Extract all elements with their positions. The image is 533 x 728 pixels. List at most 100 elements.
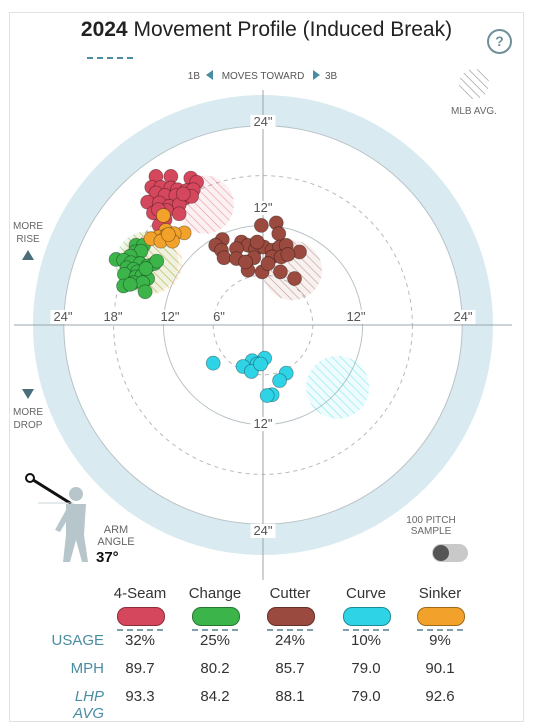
table-cell: 92.6 — [425, 688, 455, 705]
table-cell: 10% — [350, 632, 382, 649]
ring-label-top-24: 24" — [253, 114, 272, 129]
pitch-point-cutter[interactable] — [273, 264, 288, 280]
direction-right-arrow-icon — [313, 70, 320, 80]
pitch-point-sinker[interactable] — [160, 227, 176, 242]
pitch-point-cutter[interactable] — [260, 256, 276, 271]
arm-angle-line — [28, 476, 72, 505]
table-cell: 90.1 — [425, 660, 455, 677]
legend-swatch-change[interactable] — [192, 607, 240, 626]
legend-underline-4-seam — [117, 629, 163, 631]
direction-left-label: 1B — [188, 71, 201, 82]
ring-label-6-bg — [210, 310, 228, 324]
ring-label-6: 6" — [213, 309, 225, 324]
table-cell: 79.0 — [351, 688, 381, 705]
more-drop-label-2: DROP — [14, 420, 43, 431]
pitch-point-curve[interactable] — [272, 373, 288, 389]
year-underline[interactable] — [87, 57, 133, 59]
ring-label-right-12-bg — [343, 310, 369, 324]
drop-arrow-icon — [22, 389, 34, 399]
legend-swatch-sinker[interactable] — [417, 607, 465, 626]
pitch-point-change[interactable] — [138, 261, 154, 276]
pitch-point-sinker[interactable] — [155, 208, 171, 223]
legend-name-change[interactable]: Change — [188, 585, 242, 602]
ring-label-bottom-12: 12" — [253, 416, 272, 431]
pitch-point-cutter[interactable] — [280, 247, 296, 262]
legend-underline-curve — [343, 629, 389, 631]
ring-label-left-24: 24" — [53, 309, 72, 324]
more-rise-label-1: MORE — [13, 221, 43, 232]
direction-right-label: 3B — [325, 71, 338, 82]
legend-name-sinker[interactable]: Sinker — [418, 585, 462, 602]
legend-swatch-cutter[interactable] — [267, 607, 315, 626]
table-cell: 89.7 — [125, 660, 155, 677]
row-label-usage: USAGE — [51, 632, 104, 649]
rise-arrow-icon — [22, 250, 34, 260]
pitch-point-cutter[interactable] — [238, 254, 253, 270]
pitch-point-change[interactable] — [137, 284, 153, 300]
sample-toggle-knob[interactable] — [433, 545, 449, 561]
sample-toggle-label: 100 PITCH SAMPLE — [406, 515, 456, 537]
ring-label-right-24-bg — [450, 310, 476, 324]
direction-center-label: MOVES TOWARD — [222, 71, 305, 82]
legend-name-4-seam[interactable]: 4-Seam — [113, 585, 167, 602]
help-icon[interactable]: ? — [487, 29, 512, 54]
row-label-lhp-avg: LHP AVG — [73, 688, 104, 722]
table-cell: 80.2 — [200, 660, 230, 677]
movement-chart: 24" 12" 24" 18" 12" 6" 12" 24" 12" 24" 1B MOVES TOW… — [13, 69, 512, 580]
ring-label-left-18: 18" — [103, 309, 122, 324]
pitch-point-curve[interactable] — [205, 355, 221, 371]
ring-label-right-24: 24" — [453, 309, 472, 324]
legend-underline-cutter — [267, 629, 313, 631]
silhouette-body — [63, 504, 88, 562]
pitch-point-cutter[interactable] — [216, 250, 232, 266]
pitch-point-change[interactable] — [149, 253, 165, 269]
pitch-point-4-seam[interactable] — [171, 206, 187, 222]
ring-label-bottom-24: 24" — [253, 523, 272, 538]
legend-swatch-curve[interactable] — [343, 607, 391, 626]
mlb-avg-curve — [306, 355, 370, 419]
legend-underline-change — [192, 629, 238, 631]
mlb-avg-legend-label: MLB AVG. — [451, 106, 497, 117]
pitch-point-cutter[interactable] — [249, 234, 265, 250]
ring-label-left-18-bg — [100, 310, 126, 324]
ring-label-bottom-24-bg — [250, 524, 276, 538]
table-cell: 32% — [124, 632, 156, 649]
table-cell: 24% — [274, 632, 306, 649]
table-cell: 88.1 — [275, 688, 305, 705]
ring-label-bottom-12-bg — [250, 417, 276, 431]
ring-label-top-12-bg — [250, 201, 276, 215]
pitch-point-cutter[interactable] — [287, 271, 302, 286]
more-drop-label-1: MORE — [13, 407, 43, 418]
title-year: 2024 — [80, 18, 128, 41]
silhouette-head — [69, 487, 83, 501]
silhouette-glove-arm — [55, 510, 70, 532]
pitch-point-curve[interactable] — [253, 356, 268, 372]
arm-angle-hand — [25, 473, 35, 483]
pitch-point-curve[interactable] — [259, 388, 275, 403]
ring-label-left-24-bg — [50, 310, 76, 324]
pitcher-silhouette-icon — [25, 473, 88, 562]
page-title: 2024 Movement Profile (Induced Break) — [0, 18, 533, 42]
ring-label-top-24-bg — [250, 115, 276, 129]
ring-label-left-12-bg — [157, 310, 183, 324]
table-cell: 79.0 — [351, 660, 381, 677]
title-text: Movement Profile (Induced Break) — [133, 18, 453, 41]
table-cell: 93.3 — [125, 688, 155, 705]
legend-name-curve[interactable]: Curve — [345, 585, 386, 602]
row-label-mph: MPH — [70, 660, 104, 677]
pitch-point-4-seam[interactable] — [175, 186, 191, 202]
table-cell: 9% — [429, 632, 451, 649]
legend-swatch-4-seam[interactable] — [117, 607, 165, 626]
more-rise-label-2: RISE — [16, 234, 40, 245]
arm-angle-label: ARM ANGLE — [97, 524, 135, 548]
table-cell: 84.2 — [200, 688, 230, 705]
pitch-point-cutter[interactable] — [253, 217, 269, 233]
table-cell: 85.7 — [275, 660, 305, 677]
pitch-point-change[interactable] — [122, 276, 138, 292]
table-cell: 25% — [199, 632, 231, 649]
sample-toggle[interactable] — [432, 544, 468, 562]
ring-label-top-12: 12" — [253, 200, 272, 215]
ring-label-left-12: 12" — [160, 309, 179, 324]
legend-name-cutter[interactable]: Cutter — [269, 585, 311, 602]
arm-angle-value: 37° — [96, 549, 119, 566]
